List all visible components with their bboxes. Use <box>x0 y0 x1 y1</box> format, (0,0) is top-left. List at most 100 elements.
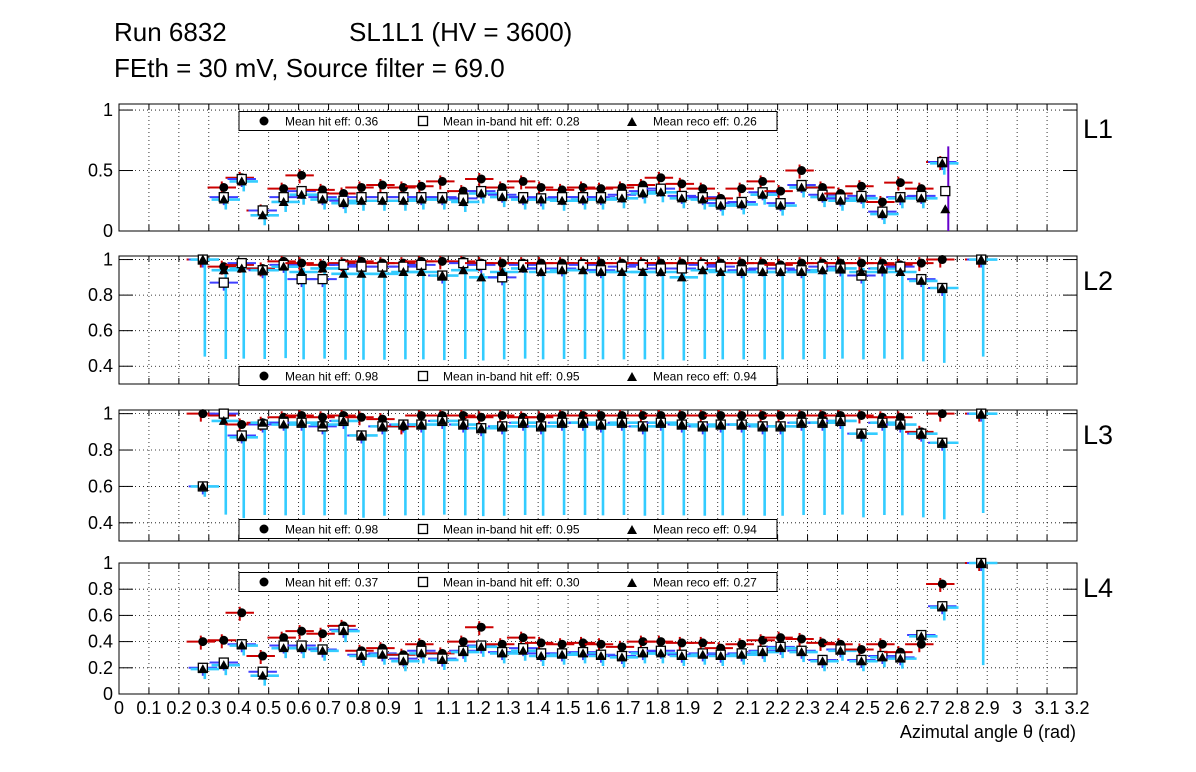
y-tick-label: 0.2 <box>88 658 113 678</box>
hit-marker <box>398 182 408 192</box>
reco-marker <box>697 194 708 204</box>
hit-marker <box>698 638 708 648</box>
x-tick-label: 0.4 <box>226 698 251 718</box>
reco-marker <box>916 275 927 285</box>
reco-marker <box>627 525 637 534</box>
data-point-group <box>506 175 540 210</box>
x-tick-label: 0.6 <box>286 698 311 718</box>
data-point-group <box>905 182 938 209</box>
panel-legend: Mean hit eff: 0.98 Mean in-band hit eff: 0.… <box>238 519 778 539</box>
y-tick-label: 0.6 <box>88 321 113 341</box>
y-tick-label: 1 <box>103 553 113 573</box>
reco-marker <box>557 265 568 275</box>
x-tick-label: 3 <box>1012 698 1022 718</box>
data-point-group <box>566 410 600 515</box>
data-point-group <box>524 181 558 210</box>
reco-marker <box>715 651 726 661</box>
y-tick-label: 0.8 <box>88 440 113 460</box>
layer-label: L1 <box>1083 114 1113 144</box>
data-point-group <box>866 195 899 225</box>
data-point-group <box>306 411 339 516</box>
reco-marker <box>338 415 349 425</box>
reco-marker <box>197 664 208 674</box>
data-point-group <box>426 410 459 515</box>
hit-marker <box>698 410 708 420</box>
data-point-group <box>447 635 480 663</box>
panel-L1: 0 0.5 1 L1 Mean hit eff: 0.36 Mean in-band hit… <box>88 100 1113 241</box>
data-point-group <box>964 254 998 357</box>
data-point-group <box>704 257 737 360</box>
legend-hit-text: Mean hit eff: <box>285 523 351 537</box>
reco-marker <box>616 652 627 662</box>
hit-marker <box>716 410 726 420</box>
hit-marker <box>476 622 486 632</box>
reco-marker <box>637 421 648 431</box>
reco-marker <box>937 602 948 612</box>
reco-marker <box>697 265 708 275</box>
data-point-group <box>246 204 279 226</box>
reco-marker <box>655 417 666 427</box>
data-point-group <box>426 647 459 670</box>
data-point-group <box>225 171 258 192</box>
reco-marker <box>937 158 948 168</box>
reco-marker <box>976 408 987 418</box>
y-tick-label: 0.5 <box>88 161 113 181</box>
data-point-group <box>644 635 678 664</box>
panel-legend: Mean hit eff: 0.37 Mean in-band hit eff: 0.… <box>238 572 778 592</box>
hit-marker <box>596 184 606 194</box>
reco-marker <box>437 654 448 664</box>
reco-marker <box>595 419 606 429</box>
reco-marker <box>655 187 666 197</box>
hit-marker <box>297 626 307 636</box>
x-tick-label: 1.2 <box>466 698 491 718</box>
data-point-group <box>764 410 797 516</box>
data-point-group <box>905 257 938 362</box>
reco-marker <box>338 626 349 636</box>
data-point-group <box>866 638 899 668</box>
hit-marker <box>259 116 269 126</box>
reco-marker <box>627 117 637 126</box>
data-point-group <box>426 256 459 361</box>
reco-marker <box>895 193 906 203</box>
reco-marker <box>536 651 547 661</box>
reco-marker <box>616 267 627 276</box>
data-point-group <box>725 638 758 665</box>
data-point-group <box>545 257 579 359</box>
hit-marker <box>638 637 648 647</box>
reco-marker <box>296 189 307 199</box>
hit-marker <box>916 258 926 268</box>
reco-marker <box>916 193 927 203</box>
data-point-group <box>327 187 360 214</box>
x-tick-label: 2.2 <box>765 698 790 718</box>
reco-marker <box>218 660 229 670</box>
data-point-group <box>285 410 318 515</box>
reco-marker <box>775 421 786 431</box>
data-point-group <box>884 411 917 516</box>
reco-marker <box>757 421 768 431</box>
x-tick-label: 0.8 <box>346 698 371 718</box>
reco-marker <box>398 656 409 666</box>
legend-inband-text: Mean in-band hit eff: <box>443 576 552 590</box>
data-point-group <box>267 182 300 212</box>
reco-marker <box>817 192 828 202</box>
y-tick-label: 0.4 <box>88 356 113 376</box>
reco-marker <box>278 196 289 206</box>
data-point-group <box>465 257 498 361</box>
reco-marker <box>536 194 547 204</box>
reco-marker <box>518 194 529 204</box>
data-point-group <box>806 257 839 359</box>
x-tick-label: 2.4 <box>825 698 850 718</box>
x-tick-label: 0 <box>114 698 124 718</box>
reco-marker <box>338 198 349 208</box>
panel-L3: 0.4 0.6 0.8 1 L3 Mean hit eff: 0.98 Mean in-ban… <box>88 404 1113 542</box>
hit-marker <box>596 639 606 649</box>
hit-marker <box>596 410 606 420</box>
reco-marker <box>817 417 828 427</box>
data-point-group <box>207 634 241 676</box>
data-point-group <box>626 635 660 664</box>
reco-marker <box>518 417 529 427</box>
data-point-group <box>405 410 438 516</box>
data-point-group <box>824 257 857 359</box>
hit-marker <box>877 639 887 649</box>
legend-reco-label: Mean reco eff: 0.27 <box>653 576 757 590</box>
